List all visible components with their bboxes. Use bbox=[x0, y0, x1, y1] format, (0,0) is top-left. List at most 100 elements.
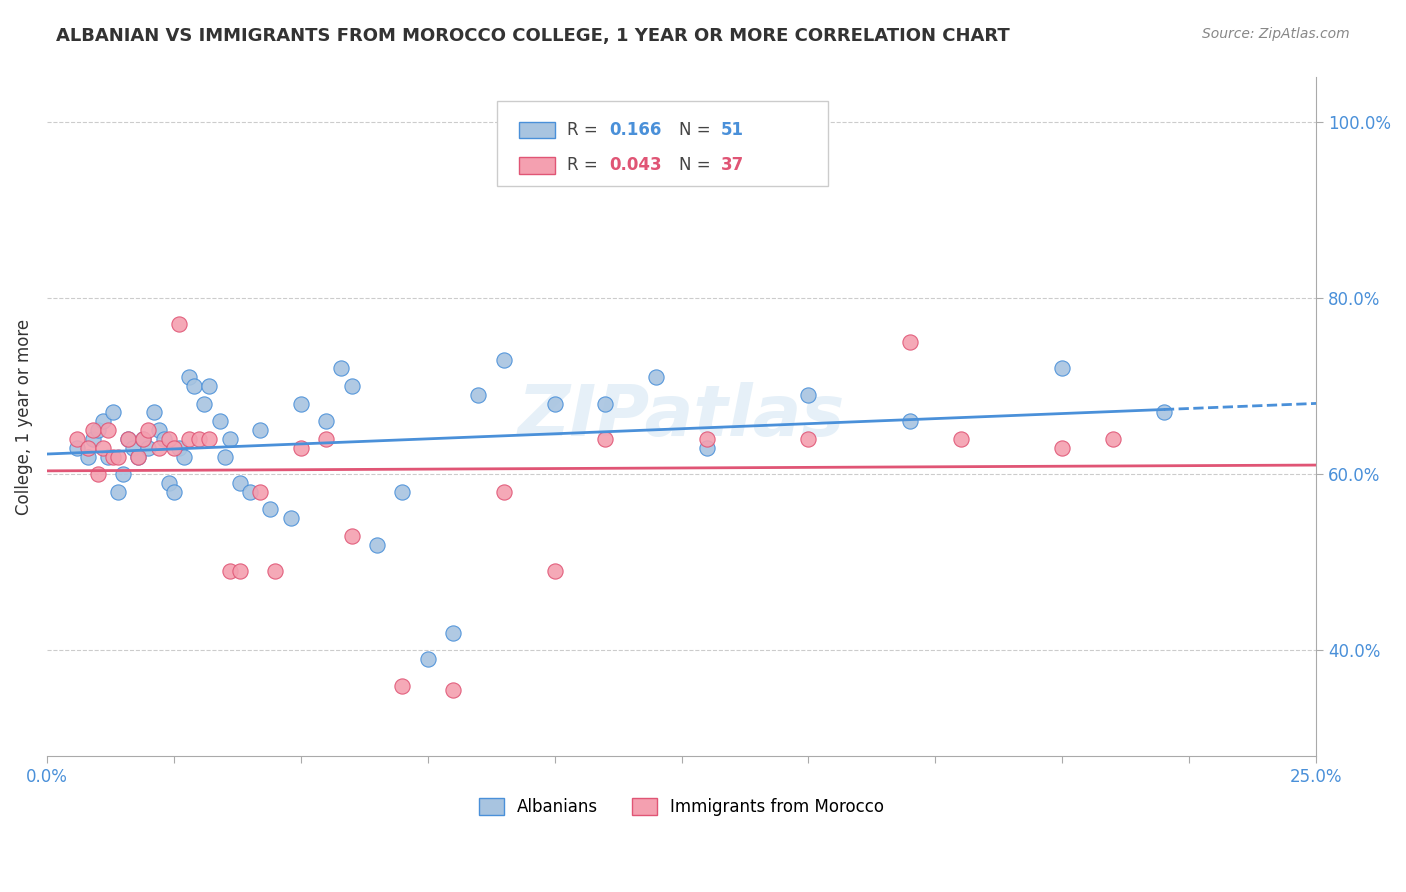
Point bbox=[177, 370, 200, 384]
Point bbox=[173, 450, 195, 464]
Point bbox=[218, 564, 240, 578]
Point bbox=[898, 334, 921, 349]
FancyBboxPatch shape bbox=[519, 122, 554, 138]
Point bbox=[127, 450, 149, 464]
Point bbox=[183, 379, 205, 393]
Point bbox=[193, 396, 215, 410]
Point bbox=[595, 432, 617, 446]
Point bbox=[91, 414, 114, 428]
FancyBboxPatch shape bbox=[519, 157, 554, 174]
Text: R =: R = bbox=[567, 156, 603, 175]
Point bbox=[340, 379, 363, 393]
Point bbox=[543, 396, 565, 410]
Point bbox=[441, 625, 464, 640]
Point bbox=[66, 441, 89, 455]
Point bbox=[76, 450, 98, 464]
Point bbox=[1052, 441, 1074, 455]
Point bbox=[239, 484, 262, 499]
Text: N =: N = bbox=[679, 156, 716, 175]
Point bbox=[132, 432, 155, 446]
Point bbox=[198, 432, 221, 446]
Point bbox=[208, 414, 231, 428]
Text: 37: 37 bbox=[721, 156, 744, 175]
Point bbox=[157, 475, 180, 490]
Point bbox=[97, 423, 120, 437]
Point bbox=[229, 564, 252, 578]
Text: 0.166: 0.166 bbox=[609, 121, 662, 139]
Point bbox=[797, 432, 820, 446]
Point bbox=[898, 414, 921, 428]
Point bbox=[163, 441, 186, 455]
Point bbox=[91, 441, 114, 455]
Point bbox=[492, 484, 515, 499]
Point bbox=[696, 432, 718, 446]
Point bbox=[290, 441, 312, 455]
Point bbox=[86, 423, 108, 437]
Point bbox=[366, 538, 388, 552]
Point bbox=[117, 432, 139, 446]
Text: N =: N = bbox=[679, 121, 716, 139]
Point bbox=[595, 396, 617, 410]
Text: ALBANIAN VS IMMIGRANTS FROM MOROCCO COLLEGE, 1 YEAR OR MORE CORRELATION CHART: ALBANIAN VS IMMIGRANTS FROM MOROCCO COLL… bbox=[56, 27, 1010, 45]
Point bbox=[97, 450, 120, 464]
Point bbox=[142, 405, 165, 419]
Point bbox=[82, 432, 104, 446]
Point bbox=[127, 450, 149, 464]
Point bbox=[259, 502, 281, 516]
Point bbox=[101, 450, 124, 464]
Point bbox=[391, 679, 413, 693]
Point bbox=[101, 405, 124, 419]
Point bbox=[1052, 361, 1074, 376]
Point bbox=[117, 432, 139, 446]
Point bbox=[315, 432, 337, 446]
Point bbox=[157, 432, 180, 446]
Point bbox=[391, 484, 413, 499]
Point bbox=[86, 467, 108, 482]
Point bbox=[330, 361, 353, 376]
Point bbox=[198, 379, 221, 393]
FancyBboxPatch shape bbox=[498, 101, 828, 186]
Point bbox=[66, 432, 89, 446]
Point bbox=[1102, 432, 1125, 446]
Point bbox=[82, 423, 104, 437]
Point bbox=[290, 396, 312, 410]
Point bbox=[249, 484, 271, 499]
Point bbox=[107, 484, 129, 499]
Point bbox=[949, 432, 972, 446]
Point bbox=[188, 432, 211, 446]
Point bbox=[138, 423, 160, 437]
Point bbox=[315, 414, 337, 428]
Y-axis label: College, 1 year or more: College, 1 year or more bbox=[15, 318, 32, 515]
Point bbox=[340, 529, 363, 543]
Point bbox=[167, 318, 190, 332]
Legend: Albanians, Immigrants from Morocco: Albanians, Immigrants from Morocco bbox=[472, 791, 891, 822]
Point bbox=[167, 441, 190, 455]
Point bbox=[148, 441, 170, 455]
Point bbox=[441, 683, 464, 698]
Point bbox=[645, 370, 668, 384]
Point bbox=[112, 467, 135, 482]
Point bbox=[138, 441, 160, 455]
Point bbox=[214, 450, 236, 464]
Point bbox=[264, 564, 287, 578]
Text: ZIPatlas: ZIPatlas bbox=[517, 383, 845, 451]
Text: R =: R = bbox=[567, 121, 603, 139]
Point bbox=[280, 511, 302, 525]
Point bbox=[218, 432, 240, 446]
Text: 51: 51 bbox=[721, 121, 744, 139]
Point bbox=[152, 432, 174, 446]
Point bbox=[122, 441, 145, 455]
Point bbox=[492, 352, 515, 367]
Point bbox=[249, 423, 271, 437]
Text: Source: ZipAtlas.com: Source: ZipAtlas.com bbox=[1202, 27, 1350, 41]
Point bbox=[696, 441, 718, 455]
Point bbox=[543, 564, 565, 578]
Point bbox=[797, 388, 820, 402]
Point bbox=[163, 484, 186, 499]
Point bbox=[1153, 405, 1175, 419]
Text: 0.043: 0.043 bbox=[609, 156, 662, 175]
Point bbox=[76, 441, 98, 455]
Point bbox=[148, 423, 170, 437]
Point bbox=[467, 388, 489, 402]
Point bbox=[107, 450, 129, 464]
